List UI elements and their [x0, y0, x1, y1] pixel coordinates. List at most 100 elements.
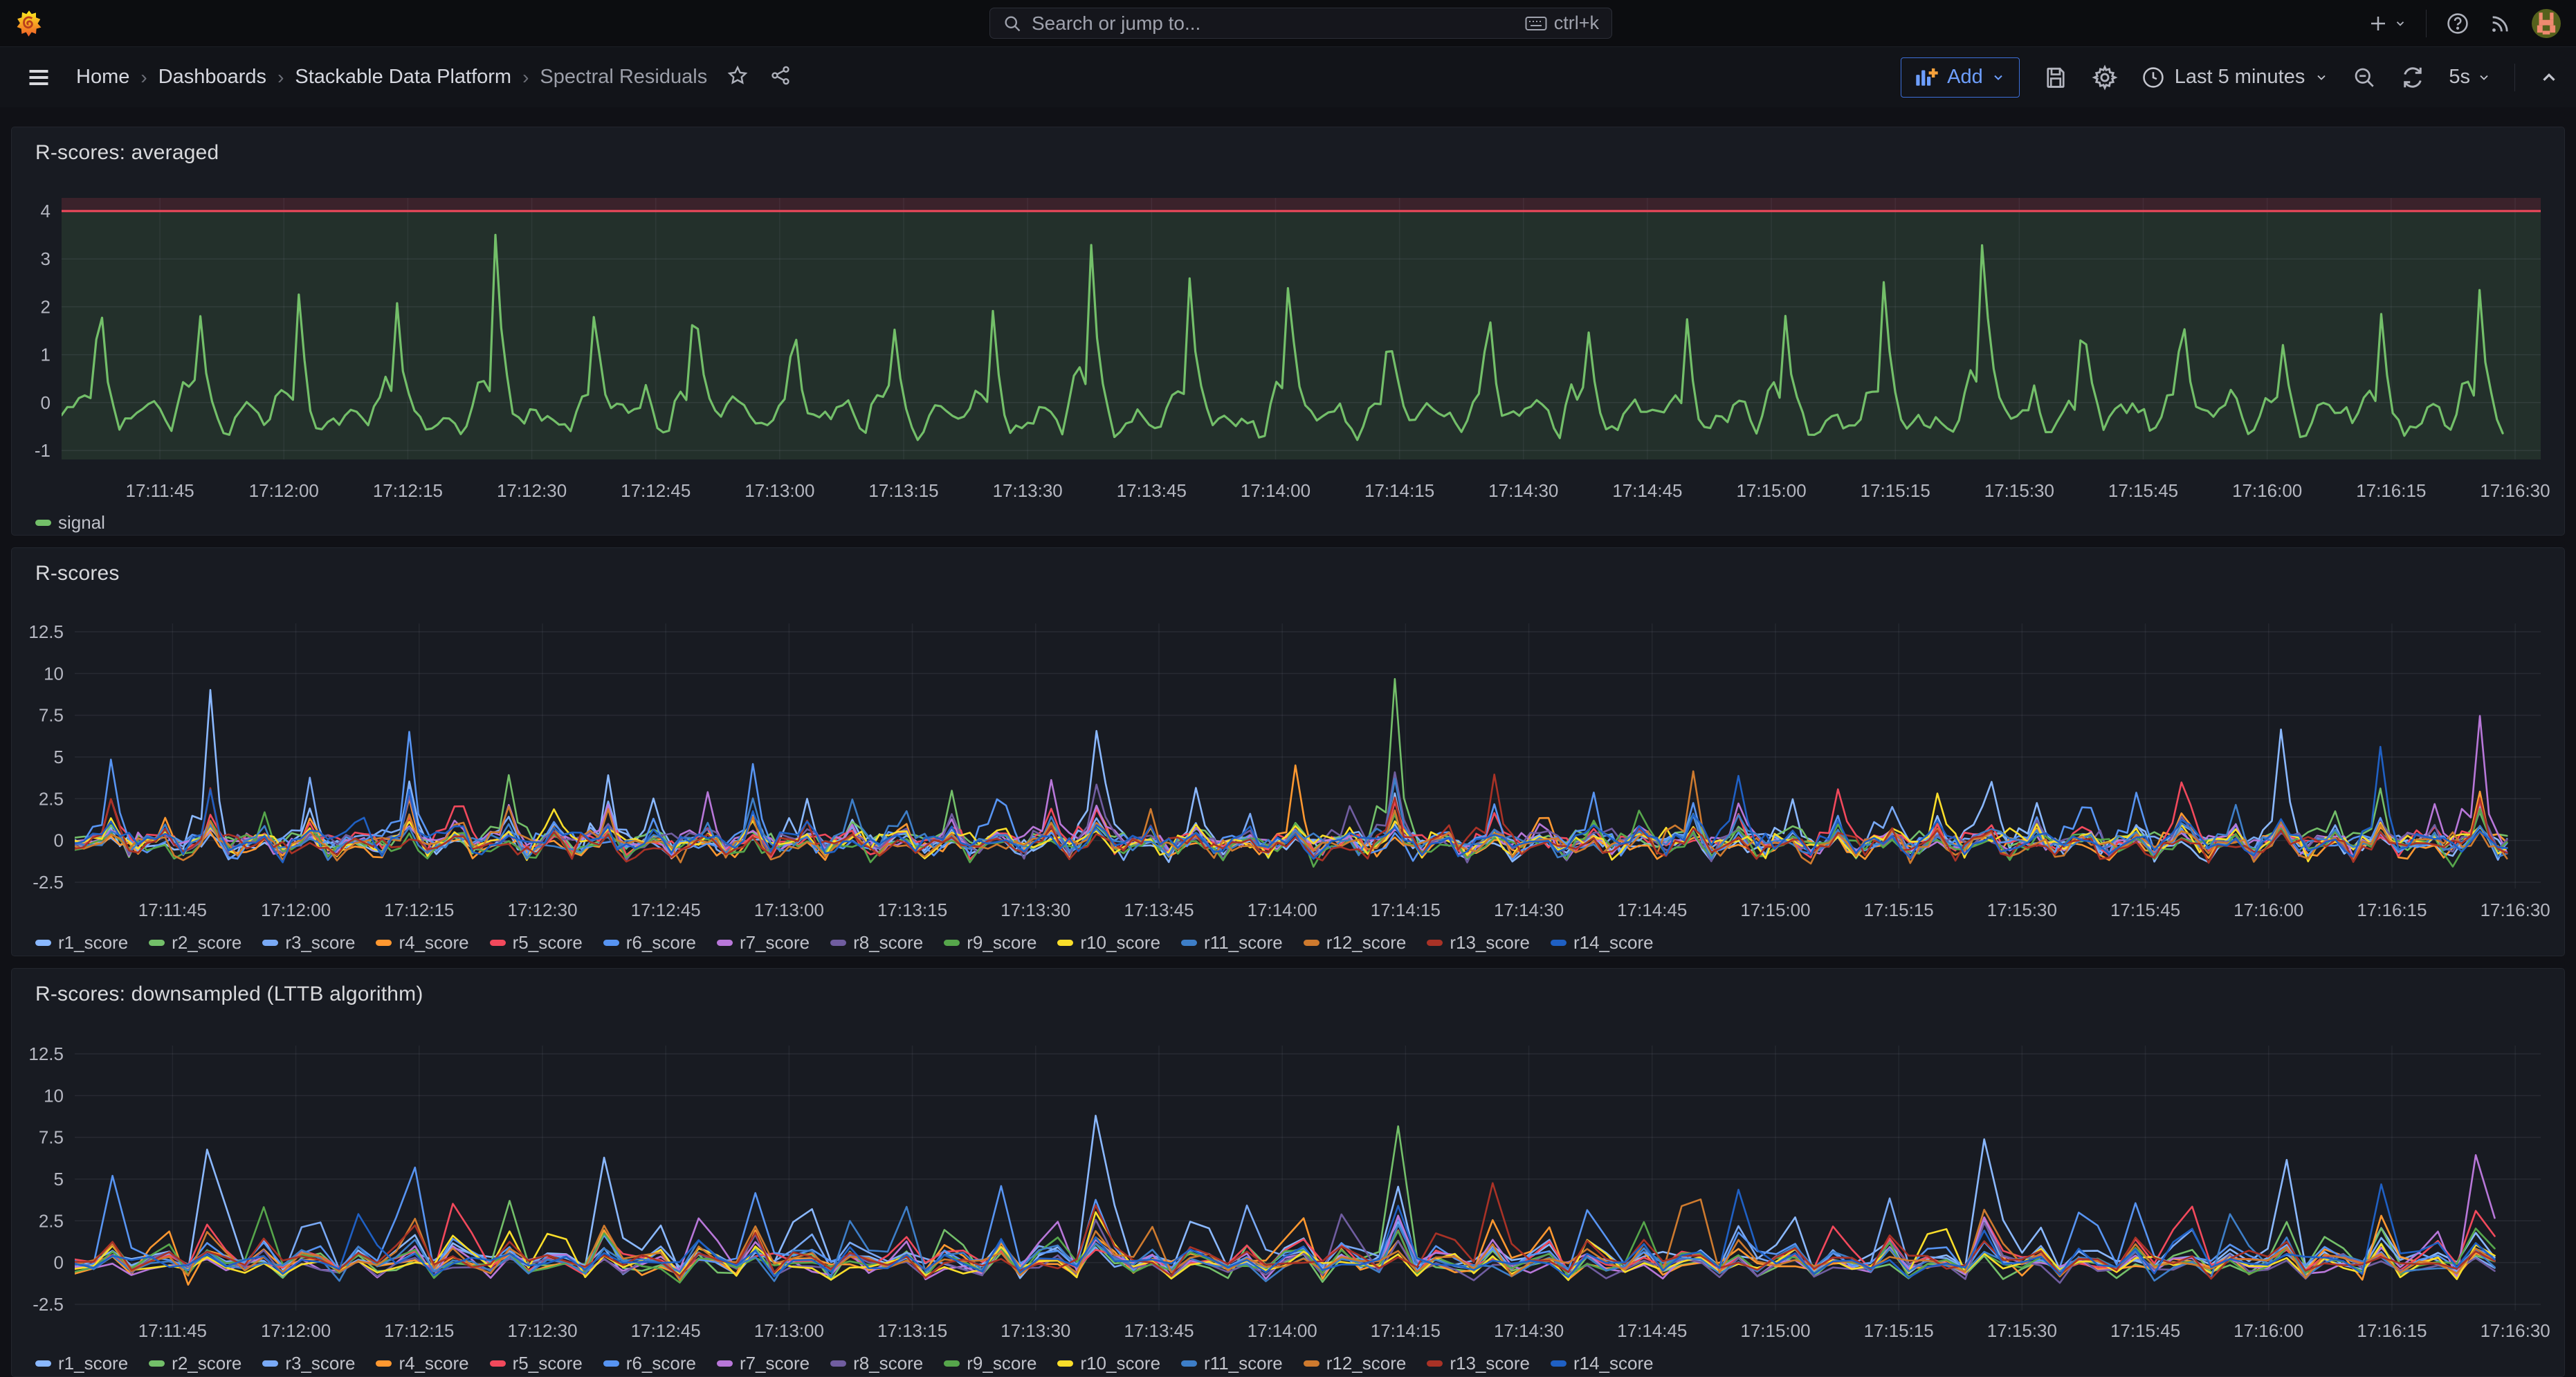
- y-axis-tick: -2.5: [33, 872, 64, 893]
- legend-item-r10_score[interactable]: r10_score: [1057, 932, 1160, 954]
- legend-item-r8_score[interactable]: r8_score: [830, 932, 923, 954]
- legend-item-r4_score[interactable]: r4_score: [376, 1353, 469, 1374]
- x-axis-tick: 17:14:00: [1248, 1320, 1317, 1341]
- legend-item-r14_score[interactable]: r14_score: [1550, 1353, 1654, 1374]
- x-axis-tick: 17:13:00: [745, 480, 814, 501]
- y-axis-tick: -1: [35, 440, 51, 461]
- gear-icon: [2092, 64, 2118, 91]
- legend-item-r5_score[interactable]: r5_score: [489, 932, 583, 954]
- timeseries-plot[interactable]: 12.5 10 7.5 5 2.5 0 -2.5 17:11:45 17:12:00 17:12:…: [12, 969, 2564, 1376]
- legend-color-pill: [830, 1360, 847, 1367]
- legend-item-r11_score[interactable]: r11_score: [1181, 1353, 1283, 1374]
- top-nav: Search or jump to... ctrl+k: [0, 0, 2576, 47]
- time-range-picker[interactable]: Last 5 minutes: [2141, 66, 2329, 89]
- x-axis-tick: 17:13:45: [1117, 480, 1187, 501]
- panel-legend: r1_score r2_score r3_score r4_score r5_score…: [35, 1353, 1654, 1374]
- chevron-down-icon: [2396, 21, 2404, 26]
- zoom-out-button[interactable]: [2352, 65, 2377, 90]
- legend-item-r3_score[interactable]: r3_score: [262, 1353, 355, 1374]
- legend-color-pill: [716, 940, 733, 946]
- legend-label: r1_score: [58, 1353, 129, 1374]
- legend-item-r12_score[interactable]: r12_score: [1303, 1353, 1406, 1374]
- legend-item-r13_score[interactable]: r13_score: [1427, 1353, 1530, 1374]
- breadcrumb-item-stackable-data-platform[interactable]: Stackable Data Platform: [295, 66, 512, 88]
- legend-label: r3_score: [285, 1353, 356, 1374]
- refresh-interval-picker[interactable]: 5s: [2449, 66, 2491, 89]
- legend-item-r7_score[interactable]: r7_score: [716, 1353, 810, 1374]
- timeseries-plot[interactable]: 4 3 2 1 0 -1 17:11:45 17:12:00 17:12:15 17:12:30 1…: [12, 127, 2564, 535]
- legend-item-r10_score[interactable]: r10_score: [1057, 1353, 1160, 1374]
- breadcrumb-item-dashboards[interactable]: Dashboards: [158, 66, 267, 88]
- x-axis-tick: 17:12:15: [384, 1320, 454, 1341]
- x-axis-tick: 17:13:45: [1124, 900, 1194, 920]
- x-axis-tick: 17:14:00: [1248, 900, 1317, 920]
- x-axis-tick: 17:12:15: [373, 480, 443, 501]
- add-panel-button[interactable]: Add: [1901, 57, 2020, 98]
- x-axis-tick: 17:15:00: [1740, 1320, 1810, 1341]
- chevron-up-icon: [2543, 73, 2555, 81]
- legend-item-r2_score[interactable]: r2_score: [149, 1353, 241, 1374]
- dashboard-settings-button[interactable]: [2092, 64, 2118, 91]
- legend-color-pill: [1427, 1360, 1443, 1367]
- y-axis-tick: -2.5: [33, 1294, 64, 1315]
- user-avatar[interactable]: [2532, 8, 2561, 38]
- panel-title[interactable]: R-scores: [35, 562, 120, 585]
- x-axis-tick: 17:12:45: [631, 1320, 701, 1341]
- y-axis-tick: 0: [41, 392, 51, 413]
- share-button[interactable]: [769, 64, 792, 90]
- legend-item-r6_score[interactable]: r6_score: [603, 1353, 696, 1374]
- x-axis-tick: 17:16:30: [2481, 1320, 2550, 1341]
- grafana-logo[interactable]: [15, 10, 43, 37]
- rss-icon: [2492, 15, 2508, 32]
- legend-color-pill: [1427, 940, 1443, 946]
- legend-item-r3_score[interactable]: r3_score: [262, 932, 355, 954]
- mega-menu-toggle[interactable]: [26, 65, 51, 90]
- new-button[interactable]: [2368, 13, 2406, 34]
- legend-item-r1_score[interactable]: r1_score: [35, 932, 128, 954]
- x-axis-tick: 17:13:00: [754, 1320, 824, 1341]
- x-axis-tick: 17:15:30: [1987, 1320, 2057, 1341]
- keyboard-icon: [1525, 16, 1547, 30]
- legend-item-r8_score[interactable]: r8_score: [830, 1353, 923, 1374]
- panel-title[interactable]: R-scores: downsampled (LTTB algorithm): [35, 983, 423, 1005]
- legend-item-r12_score[interactable]: r12_score: [1303, 932, 1406, 954]
- help-button[interactable]: [2446, 12, 2469, 35]
- breadcrumb-item-home[interactable]: Home: [76, 66, 130, 88]
- timeseries-plot[interactable]: 12.5 10 7.5 5 2.5 0 -2.5 17:11:45 17:12:00 17:12:…: [12, 548, 2564, 956]
- x-axis-tick: 17:14:30: [1488, 480, 1558, 501]
- x-axis-tick: 17:12:45: [631, 900, 701, 920]
- legend-item-r13_score[interactable]: r13_score: [1427, 932, 1530, 954]
- legend-item-r9_score[interactable]: r9_score: [944, 932, 1036, 954]
- x-axis-tick: 17:16:00: [2234, 1320, 2303, 1341]
- series-line-signal: [62, 233, 2504, 441]
- legend-item-signal[interactable]: signal: [35, 512, 105, 534]
- legend-item-r1_score[interactable]: r1_score: [35, 1353, 128, 1374]
- legend-label: r13_score: [1450, 932, 1530, 953]
- save-dashboard-button[interactable]: [2043, 65, 2068, 90]
- x-axis-tick: 17:16:15: [2357, 900, 2427, 920]
- legend-item-r11_score[interactable]: r11_score: [1181, 932, 1283, 954]
- legend-item-r2_score[interactable]: r2_score: [149, 932, 241, 954]
- breadcrumb-item-spectral-residuals: Spectral Residuals: [540, 66, 708, 88]
- legend-color-pill: [944, 940, 960, 946]
- panel-rscores: R-scores 12.5 10 7.5 5 2.5 0 -2.5 17:11:45 17:12…: [11, 547, 2565, 956]
- legend-item-r4_score[interactable]: r4_score: [376, 932, 469, 954]
- legend-color-pill: [149, 1360, 165, 1367]
- panel-legend: signal: [35, 512, 105, 534]
- legend-item-r5_score[interactable]: r5_score: [489, 1353, 583, 1374]
- x-axis-tick: 17:16:15: [2356, 480, 2426, 501]
- legend-item-r7_score[interactable]: r7_score: [716, 932, 810, 954]
- collapse-toolbar-button[interactable]: [2539, 67, 2559, 88]
- news-button[interactable]: [2489, 12, 2512, 35]
- x-axis-tick: 17:11:45: [138, 900, 207, 920]
- search-input[interactable]: Search or jump to... ctrl+k: [989, 8, 1612, 39]
- legend-item-r9_score[interactable]: r9_score: [944, 1353, 1036, 1374]
- legend-item-r14_score[interactable]: r14_score: [1550, 932, 1654, 954]
- panel-title[interactable]: R-scores: averaged: [35, 141, 219, 164]
- legend-label: r7_score: [739, 932, 810, 953]
- legend-item-r6_score[interactable]: r6_score: [603, 932, 696, 954]
- favorite-star-button[interactable]: [727, 64, 749, 90]
- legend-label: r5_score: [512, 932, 583, 953]
- refresh-button[interactable]: [2400, 65, 2425, 90]
- breadcrumb-separator: ›: [140, 66, 147, 88]
